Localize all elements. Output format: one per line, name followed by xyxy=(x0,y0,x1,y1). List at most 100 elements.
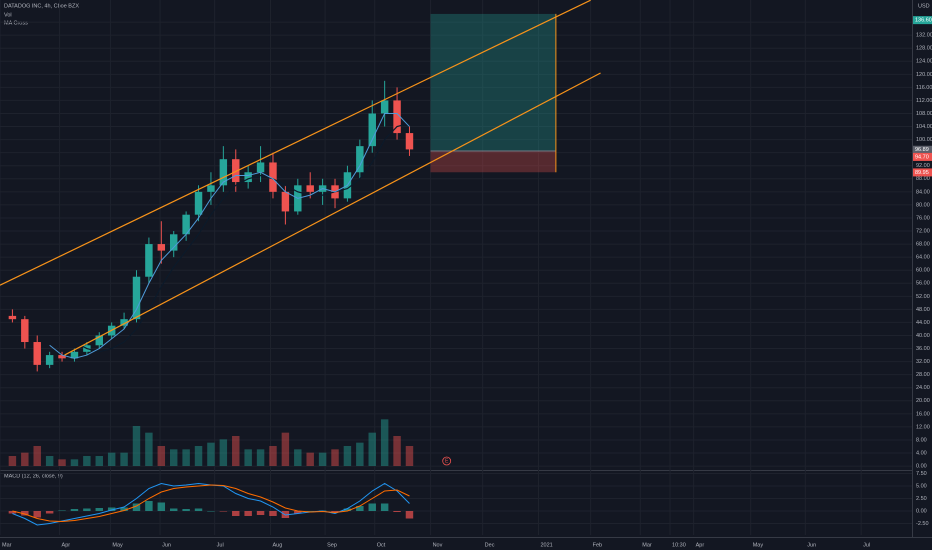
x-tick-label: Jul xyxy=(217,542,224,548)
volume-bar xyxy=(219,439,228,466)
x-tick-label: Oct xyxy=(377,542,386,548)
macd-hist xyxy=(58,510,66,511)
x-tick-label: 2021 xyxy=(541,542,553,548)
y-tick-label: 84.00 xyxy=(916,189,930,195)
macd-hist xyxy=(232,511,240,516)
macd-hist xyxy=(356,506,364,511)
y-tick-label: 116.00 xyxy=(916,85,932,91)
y-tick-label: 104.00 xyxy=(916,124,932,130)
y-tick-label: 20.00 xyxy=(916,398,930,404)
candle-body xyxy=(380,100,389,114)
stop-zone xyxy=(430,151,556,173)
y-tick-label: 76.00 xyxy=(916,215,930,221)
macd-hist xyxy=(95,508,103,511)
macd-tick-label: 2.50 xyxy=(916,496,927,502)
candle-body xyxy=(58,355,66,359)
candle-body xyxy=(95,335,103,346)
price-label-box xyxy=(913,16,932,25)
volume-bar xyxy=(331,449,339,466)
x-tick-label: Apr xyxy=(696,542,705,548)
target-zone xyxy=(430,13,556,152)
currency: USD xyxy=(918,3,930,9)
signal-line xyxy=(12,484,410,523)
x-tick-label: Mar xyxy=(642,542,652,548)
y-tick-label: 16.00 xyxy=(916,411,930,417)
macd-hist xyxy=(45,511,54,514)
volume-bar xyxy=(95,456,103,466)
macd-hist xyxy=(405,511,414,519)
volume-bar xyxy=(306,452,314,466)
candle-body xyxy=(393,100,401,134)
candle-body xyxy=(33,342,41,365)
candle-body xyxy=(21,319,29,343)
y-tick-label: 92.00 xyxy=(916,163,930,169)
macd-hist xyxy=(393,511,401,512)
y-tick-label: 40.00 xyxy=(916,333,930,339)
volume-bar xyxy=(132,426,141,466)
x-tick-label: Feb xyxy=(593,542,602,548)
x-tick-label: May xyxy=(112,542,123,548)
volume-bar xyxy=(393,436,401,466)
chart-title: DATADOG INC, 4h, Cboe BZX xyxy=(4,3,79,9)
y-tick-label: 52.00 xyxy=(916,294,930,300)
indicator-label: Vol xyxy=(4,12,12,18)
candle-body xyxy=(132,276,141,320)
macd-hist xyxy=(145,501,153,511)
price-label-box xyxy=(913,168,932,177)
volume-bar xyxy=(269,446,277,466)
volume-bar xyxy=(380,419,389,466)
x-tick-label: 10:30 xyxy=(672,542,686,548)
macd-title: MACD (12, 26, close, 9) xyxy=(4,473,63,479)
volume-bar xyxy=(294,449,302,466)
macd-tick-label: 5.00 xyxy=(916,483,927,489)
y-tick-label: 24.00 xyxy=(916,385,930,391)
candle-body xyxy=(120,319,128,326)
macd-hist xyxy=(33,511,41,518)
macd-hist xyxy=(219,511,228,512)
candle-body xyxy=(157,244,166,251)
trend-line xyxy=(0,0,591,286)
candle-body xyxy=(194,191,203,215)
price-label: 136.60 xyxy=(915,18,932,24)
event-label: E xyxy=(445,458,449,464)
trend-line xyxy=(64,72,601,356)
candle-body xyxy=(356,146,364,173)
x-tick-label: Aug xyxy=(272,542,282,548)
macd-hist xyxy=(107,507,116,511)
macd-hist xyxy=(169,508,178,511)
y-tick-label: 36.00 xyxy=(916,346,930,352)
y-tick-label: 56.00 xyxy=(916,281,930,287)
macd-hist xyxy=(194,508,203,511)
candle-body xyxy=(281,191,290,212)
macd-hist xyxy=(380,503,389,511)
y-tick-label: 4.00 xyxy=(916,450,927,456)
x-tick-label: Nov xyxy=(433,542,443,548)
volume-bar xyxy=(244,449,252,466)
y-tick-label: 112.00 xyxy=(916,98,932,104)
volume-bar xyxy=(182,449,190,466)
macd-tick-label: -2.50 xyxy=(916,521,929,527)
y-tick-label: 0.00 xyxy=(916,464,927,470)
y-tick-label: 100.00 xyxy=(916,137,932,143)
volume-bar xyxy=(107,452,116,466)
macd-hist xyxy=(331,511,339,512)
candle-body xyxy=(269,162,277,192)
y-tick-label: 80.00 xyxy=(916,202,930,208)
y-tick-label: 120.00 xyxy=(916,72,932,78)
candle-body xyxy=(169,234,178,251)
volume-bar xyxy=(368,432,376,466)
volume-bar xyxy=(157,446,166,466)
x-tick-label: Jul xyxy=(863,542,870,548)
y-tick-label: 8.00 xyxy=(916,437,927,443)
candle-body xyxy=(70,351,79,359)
candle-body xyxy=(256,162,265,173)
x-tick-label: Jun xyxy=(162,542,171,548)
price-label-box xyxy=(913,152,932,161)
price-label-box xyxy=(913,145,932,154)
y-tick-label: 88.00 xyxy=(916,176,930,182)
candle-body xyxy=(145,244,153,277)
macd-hist xyxy=(368,503,376,511)
macd-hist xyxy=(256,511,265,515)
